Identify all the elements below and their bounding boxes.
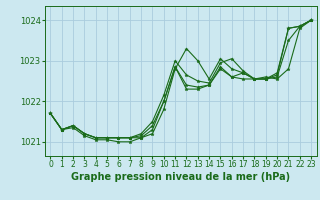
- X-axis label: Graphe pression niveau de la mer (hPa): Graphe pression niveau de la mer (hPa): [71, 172, 290, 182]
